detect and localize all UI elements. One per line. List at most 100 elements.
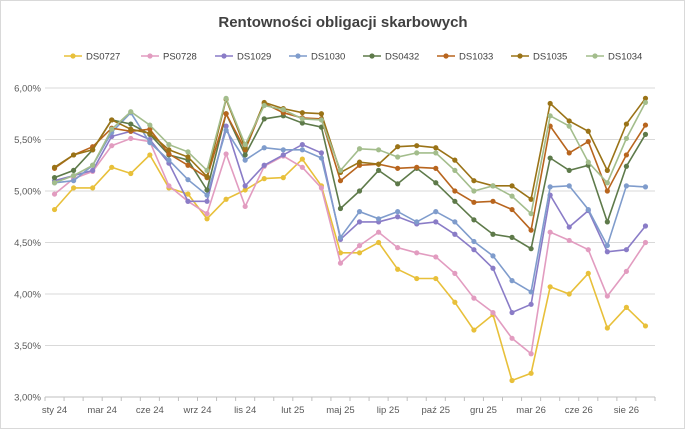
legend: DS0727 PS0728 DS1029 DS1030 DS0432 DS1033 DS10… — [64, 52, 642, 63]
data-point — [299, 156, 305, 162]
data-point — [509, 206, 515, 213]
legend-item: DS1033 — [437, 52, 493, 63]
data-point — [452, 231, 458, 237]
series-ds1029 — [51, 123, 649, 316]
data-point — [452, 219, 458, 225]
data-point — [642, 131, 649, 137]
data-point — [414, 250, 420, 256]
data-point — [223, 151, 229, 157]
data-point — [261, 102, 267, 109]
data-point — [299, 164, 305, 170]
data-point — [566, 224, 572, 230]
data-point — [51, 206, 58, 213]
data-point — [566, 118, 572, 124]
data-point — [623, 163, 630, 169]
data-point — [147, 122, 153, 128]
data-point — [242, 152, 248, 158]
data-point — [566, 291, 572, 297]
data-point — [471, 295, 477, 301]
data-point — [70, 172, 77, 179]
data-point — [337, 250, 344, 256]
legend-label: DS0432 — [385, 52, 419, 63]
data-point — [395, 209, 401, 215]
data-point — [70, 178, 77, 184]
legend-item: DS1030 — [289, 52, 345, 63]
x-tick-label: maj 25 — [326, 405, 355, 416]
data-point — [585, 128, 591, 134]
data-point — [528, 211, 534, 217]
data-point — [261, 145, 267, 151]
data-point — [337, 178, 344, 184]
data-point — [299, 142, 305, 148]
data-point — [70, 185, 77, 191]
data-point — [242, 203, 248, 210]
data-point — [623, 304, 630, 310]
data-point — [433, 219, 439, 225]
data-point — [623, 247, 630, 253]
data-point — [299, 147, 305, 153]
data-point — [356, 250, 363, 256]
data-point — [51, 191, 58, 197]
data-point — [471, 199, 477, 205]
data-point — [509, 193, 515, 199]
data-point — [471, 217, 477, 223]
legend-label: DS0727 — [86, 52, 120, 63]
legend-swatch-marker — [443, 53, 449, 59]
data-point — [528, 370, 534, 376]
x-tick-label: mar 26 — [516, 405, 546, 416]
data-point — [204, 216, 210, 222]
data-point — [147, 130, 153, 136]
data-point — [414, 275, 420, 282]
data-point — [623, 268, 630, 274]
data-point — [147, 126, 153, 132]
data-point — [604, 293, 610, 299]
data-point — [70, 167, 77, 173]
data-point — [185, 149, 191, 155]
data-point — [509, 377, 515, 384]
data-point — [490, 198, 496, 204]
data-point — [242, 183, 248, 189]
data-point — [490, 265, 496, 271]
data-point — [471, 178, 477, 184]
data-point — [280, 147, 286, 153]
data-point — [585, 138, 591, 145]
data-point — [90, 162, 96, 168]
data-point — [223, 123, 229, 129]
y-tick-label: 4,00% — [14, 290, 41, 301]
data-point — [433, 165, 439, 171]
x-tick-label: gru 25 — [470, 405, 497, 416]
data-point — [604, 219, 610, 225]
legend-swatch-marker — [592, 53, 598, 59]
x-tick-label: lis 24 — [234, 405, 256, 416]
data-point — [471, 327, 477, 333]
data-point — [128, 121, 134, 127]
data-point — [128, 170, 134, 177]
data-point — [337, 260, 344, 266]
legend-label: PS0728 — [163, 52, 197, 63]
x-tick-label: paź 25 — [422, 405, 451, 416]
data-point — [204, 192, 210, 198]
data-point — [375, 161, 382, 167]
data-point — [509, 309, 515, 316]
series-layer — [51, 95, 649, 384]
data-point — [185, 162, 191, 168]
data-point — [452, 270, 458, 276]
data-point — [375, 239, 382, 246]
data-point — [452, 188, 458, 194]
data-point — [623, 183, 630, 189]
data-point — [395, 154, 401, 160]
data-point — [547, 155, 553, 161]
data-point — [642, 323, 649, 329]
data-point — [604, 242, 610, 249]
data-point — [547, 184, 553, 190]
data-point — [490, 253, 496, 259]
series-line — [54, 102, 647, 232]
legend-swatch-marker — [295, 53, 301, 59]
data-point — [204, 167, 210, 173]
series-line — [53, 153, 647, 382]
data-point — [70, 152, 77, 158]
data-point — [166, 147, 172, 153]
legend-swatch-marker — [221, 53, 227, 59]
data-point — [109, 143, 115, 149]
data-point — [585, 159, 591, 165]
